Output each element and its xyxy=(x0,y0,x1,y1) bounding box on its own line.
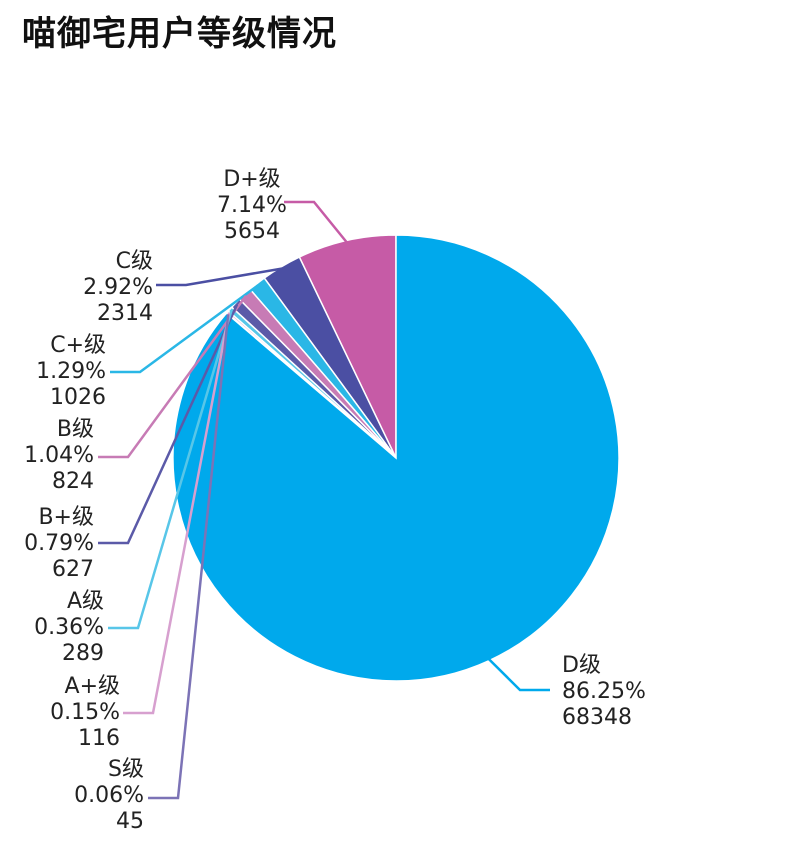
slice-label-count: 68348 xyxy=(562,705,632,730)
slice-label-name: A级 xyxy=(67,589,104,614)
slice-label-count: 45 xyxy=(116,809,144,834)
slice-label-percent: 0.79% xyxy=(24,531,94,556)
slice-label-count: 2314 xyxy=(97,301,153,326)
slice-label-count: 627 xyxy=(52,557,94,582)
slice-label-percent: 2.92% xyxy=(83,275,153,300)
slice-label-name: B+级 xyxy=(38,505,94,530)
page-title: 喵御宅用户等级情况 xyxy=(22,14,337,54)
leader-line-5 xyxy=(108,310,233,630)
slice-label-percent: 86.25% xyxy=(562,679,646,704)
slice-label-count: 116 xyxy=(78,726,120,751)
slice-label-count: 5654 xyxy=(224,219,280,244)
leader-line-4 xyxy=(98,304,239,545)
leader-line-0 xyxy=(284,200,348,244)
leader-line-2 xyxy=(110,284,260,374)
slice-label-count: 1026 xyxy=(50,385,106,410)
slice-label-name: D级 xyxy=(562,653,601,678)
leader-line-8 xyxy=(487,657,550,692)
slice-label-percent: 0.06% xyxy=(74,783,144,808)
leader-line-3 xyxy=(98,294,248,459)
slice-label-name: C级 xyxy=(116,249,153,274)
slice-label-name: B级 xyxy=(57,417,94,442)
slice-label-percent: 1.04% xyxy=(24,443,94,468)
slice-label-name: D+级 xyxy=(223,167,280,192)
slice-label-name: A+级 xyxy=(65,674,120,699)
leader-line-7 xyxy=(148,314,230,800)
slice-label-percent: 7.14% xyxy=(217,193,287,218)
slice-label-percent: 1.29% xyxy=(36,359,106,384)
slice-label-count: 824 xyxy=(52,469,94,494)
leader-line-1 xyxy=(156,267,283,287)
slice-label-name: C+级 xyxy=(50,333,106,358)
leader-line-6 xyxy=(123,312,231,715)
slice-label-percent: 0.15% xyxy=(50,700,120,725)
slice-label-count: 289 xyxy=(62,641,104,666)
slice-label-name: S级 xyxy=(108,757,144,782)
slice-label-percent: 0.36% xyxy=(34,615,104,640)
